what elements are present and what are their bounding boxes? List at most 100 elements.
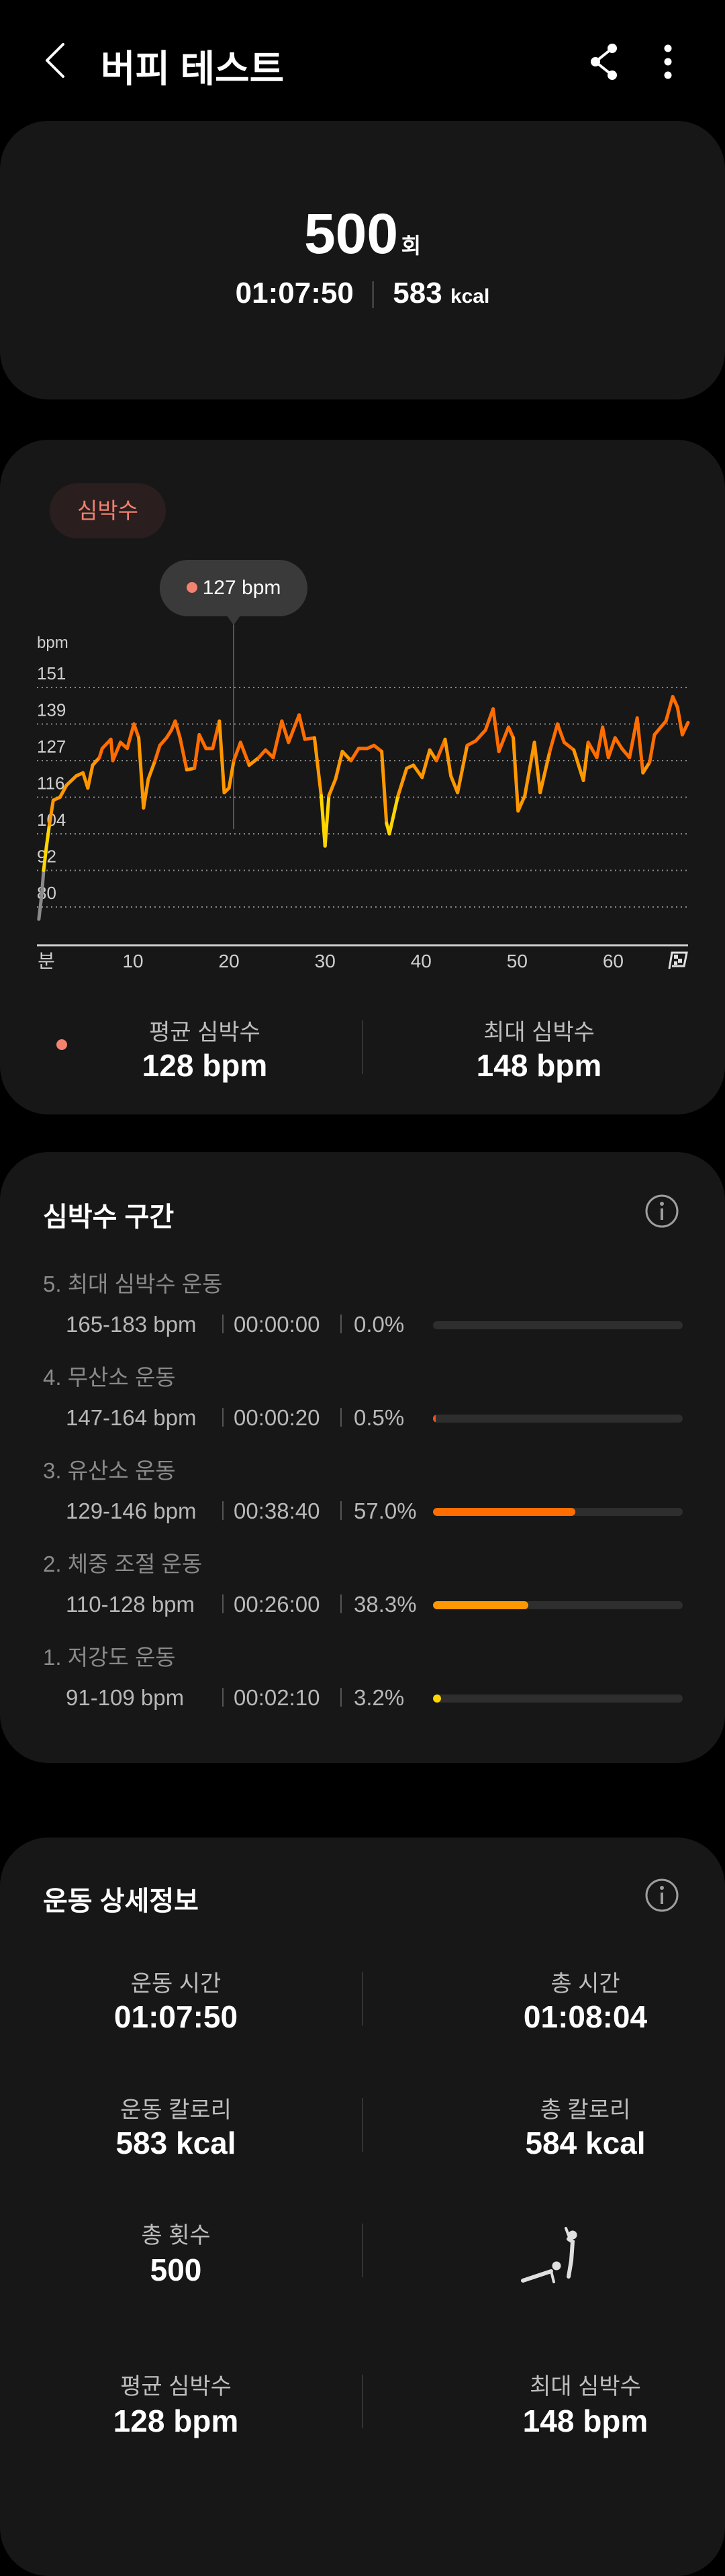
hr-line-segment	[506, 725, 516, 740]
chevron-left-icon[interactable]	[42, 40, 68, 81]
hr-line-segment	[193, 732, 201, 770]
burpee-icon	[521, 2227, 577, 2283]
hr-line-segment	[586, 741, 599, 759]
details-title: 운동 상세정보	[43, 1887, 199, 1916]
hr-line-segment	[158, 736, 168, 747]
count-unit: 회	[401, 234, 422, 258]
total-time-label: 총 시간	[550, 1971, 620, 1997]
hr-line-segment	[434, 737, 447, 763]
total-time-value: 01:08:04	[523, 1999, 648, 2034]
x-tick-label: 40	[411, 951, 432, 971]
heart-rate-card: 심박수 bpm1511391271161049280분102030405060 …	[0, 440, 725, 1114]
hr-line-segment	[595, 725, 605, 759]
zone-range: 147-164 bpm	[66, 1405, 197, 1430]
hr-line-segment	[334, 749, 344, 781]
y-axis-unit: bpm	[37, 634, 68, 652]
info-icon[interactable]	[644, 1194, 679, 1229]
hr-line-segment	[474, 728, 487, 743]
summary-card: 500 회 01:07:50 583 kcal	[0, 121, 725, 399]
zone-bar	[433, 1321, 683, 1329]
zone-name: 3. 유산소 운동	[43, 1458, 176, 1483]
hr-line-segment	[516, 794, 527, 813]
finish-flag-icon	[668, 951, 688, 969]
hr-line-segment	[40, 869, 46, 897]
more-vertical-icon[interactable]	[659, 42, 677, 82]
hr-line-segment	[664, 695, 675, 723]
hr-line-segment	[675, 706, 684, 736]
hr-line-segment	[548, 722, 559, 753]
x-tick-label: 50	[507, 951, 528, 971]
exercise-time-label: 운동 시간	[130, 1971, 222, 1997]
info-icon[interactable]	[644, 1878, 679, 1913]
x-tick-label: 20	[219, 951, 240, 971]
hr-line-segment	[91, 755, 101, 767]
zone-time: 00:02:10	[234, 1685, 320, 1710]
hr-line-segment	[111, 741, 122, 763]
y-tick-label: 127	[37, 736, 66, 757]
avg-dot-icon	[56, 1039, 67, 1050]
zone-percent: 38.3%	[354, 1592, 417, 1617]
hr-line-segment	[232, 741, 242, 763]
hr-line-segment	[173, 719, 182, 740]
hr-line-segment	[606, 736, 617, 759]
zone-name: 4. 무산소 운동	[43, 1365, 176, 1390]
hr-line-segment	[635, 716, 645, 775]
chart-tooltip: 127 bpm	[160, 560, 307, 616]
zone-bar-fill	[433, 1695, 441, 1703]
heart-rate-chart[interactable]: bpm1511391271161049280분102030405060	[0, 440, 725, 977]
hr-line-segment	[512, 736, 520, 813]
avg-hr-value: 128 bpm	[113, 2403, 239, 2438]
max-hr-label: 최대 심박수	[530, 2374, 641, 2399]
zone-percent: 57.0%	[354, 1498, 417, 1523]
hr-line-segment	[42, 844, 48, 872]
hr-line-segment	[581, 741, 590, 783]
hr-line-segment	[327, 777, 338, 798]
hr-line-segment	[312, 736, 323, 798]
hr-line-segment	[497, 725, 510, 753]
hr-line-segment	[280, 719, 291, 745]
zone-time: 00:00:20	[234, 1405, 320, 1430]
exercise-cal-value: 583 kcal	[115, 2126, 236, 2160]
exercise-time-value: 01:07:50	[113, 1999, 238, 2034]
zone-percent: 3.2%	[354, 1685, 405, 1710]
hr-line-segment	[456, 743, 469, 795]
hr-line-segment	[396, 766, 409, 798]
hr-line-segment	[387, 794, 400, 836]
zone-name: 2. 체중 조절 운동	[43, 1552, 203, 1576]
max-hr-value: 148 bpm	[476, 1048, 602, 1083]
calories-value: 583	[393, 277, 442, 309]
max-hr-value: 148 bpm	[522, 2403, 648, 2438]
total-cal-value: 584 kcal	[525, 2126, 646, 2160]
hr-line-segment	[641, 760, 652, 775]
avg-hr-value: 128 bpm	[142, 1048, 268, 1083]
zone-percent: 0.0%	[354, 1312, 405, 1337]
hr-line-segment	[48, 798, 55, 826]
x-tick-label: 30	[315, 951, 336, 971]
hr-line-segment	[287, 713, 301, 745]
hr-line-segment	[613, 736, 624, 751]
hr-line-segment	[412, 763, 424, 779]
hr-line-segment	[652, 719, 668, 736]
zone-name: 5. 최대 심박수 운동	[43, 1272, 223, 1296]
hr-line-segment	[256, 748, 268, 759]
hr-line-segment	[601, 725, 610, 759]
total-reps-label: 총 횟수	[141, 2223, 211, 2248]
hr-line-segment	[218, 719, 226, 795]
hr-line-segment	[146, 759, 157, 781]
share-icon[interactable]	[587, 42, 621, 82]
zone-time: 00:26:00	[234, 1592, 320, 1617]
exercise-cal-label: 운동 칼로리	[120, 2097, 232, 2123]
hr-line-segment	[64, 774, 79, 787]
zone-range: 91-109 bpm	[66, 1685, 185, 1710]
heart-rate-chip[interactable]: 심박수	[50, 483, 166, 538]
hr-line-segment	[125, 722, 136, 751]
tooltip-dot	[186, 582, 197, 593]
total-cal-label: 총 칼로리	[540, 2097, 631, 2123]
hr-line-segment	[491, 707, 501, 753]
hr-line-segment	[555, 722, 566, 745]
total-reps-value: 500	[150, 2252, 202, 2287]
hr-line-segment	[323, 794, 331, 848]
zone-bar	[433, 1695, 683, 1703]
hr-line-segment	[178, 736, 189, 772]
zone-bar-fill	[433, 1415, 436, 1423]
